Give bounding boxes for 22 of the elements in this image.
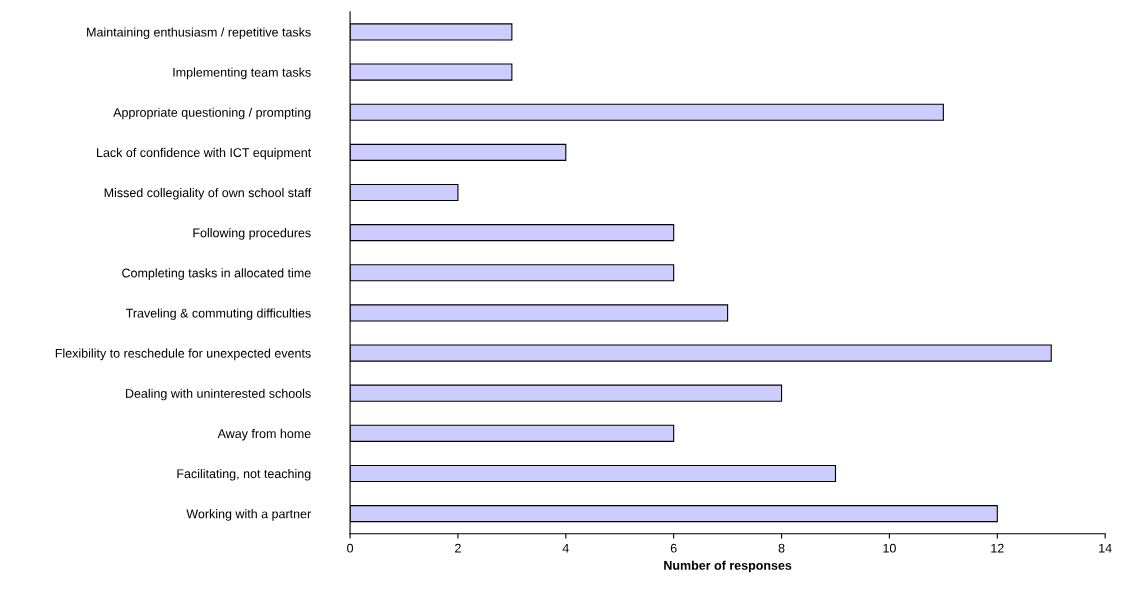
y-tick-label: Working with a partner bbox=[186, 509, 311, 521]
y-tick-label: Appropriate questioning / prompting bbox=[113, 107, 311, 120]
x-tick-label: 0 bbox=[347, 543, 354, 553]
y-tick-label: Maintaining enthusiasm / repetitive tasks bbox=[87, 27, 311, 40]
y-tick-label: Implementing team tasks bbox=[173, 67, 311, 80]
y-tick-label: Missed collegiality of own school staff bbox=[104, 187, 312, 200]
x-tick-label: 6 bbox=[670, 543, 677, 553]
y-tick-label: Away from home bbox=[217, 428, 311, 441]
y-tick-label: Facilitating, not teaching bbox=[177, 468, 311, 481]
y-tick-label: Traveling & commuting difficulties bbox=[125, 308, 311, 321]
x-tick-label: 2 bbox=[455, 543, 461, 553]
y-tick-label: Lack of confidence with ICT equipment bbox=[97, 147, 312, 160]
x-tick-label: 8 bbox=[778, 543, 785, 553]
x-tick-label: 4 bbox=[562, 543, 569, 553]
y-tick-label: Completing tasks in allocated time bbox=[122, 268, 311, 280]
y-tick-label: Following procedures bbox=[193, 228, 311, 240]
x-tick-label: 10 bbox=[883, 543, 896, 553]
x-tick-label: 14 bbox=[1099, 543, 1112, 553]
y-tick-label: Dealing with uninterested schools bbox=[125, 388, 311, 401]
x-axis-title: Number of responses bbox=[664, 560, 792, 573]
x-tick-label: 12 bbox=[991, 543, 1004, 553]
y-tick-label: Flexibility to reschedule for unexpected events bbox=[55, 348, 311, 361]
